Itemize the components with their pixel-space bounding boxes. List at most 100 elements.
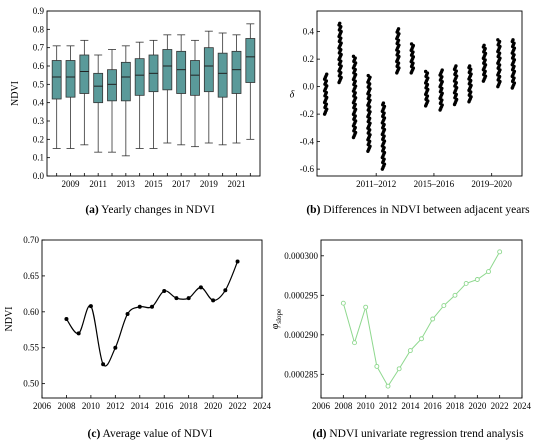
series-line xyxy=(342,251,501,388)
caption-c: (c) Average value of NDVI xyxy=(88,428,213,440)
box-2013 xyxy=(120,61,131,102)
box-2009 xyxy=(65,60,76,98)
data-point-2020 xyxy=(474,277,480,282)
x-tick-label: 2016 xyxy=(424,401,443,411)
y-tick-label: 0.8 xyxy=(33,24,45,34)
box-2010 xyxy=(79,54,90,94)
plot-frame-d xyxy=(320,239,523,399)
y-tick-label: 0.4 xyxy=(303,27,315,37)
data-point-2008 xyxy=(340,300,346,306)
data-point-2016 xyxy=(430,316,436,322)
x-tick-label: 2017 xyxy=(172,179,191,189)
strip-2014–2015 xyxy=(409,42,416,75)
data-point-2015 xyxy=(150,304,154,309)
y-axis-label: NDVI xyxy=(4,307,15,332)
x-tick-label: 2006 xyxy=(312,401,331,411)
y-axis-label: δ xyxy=(290,90,295,101)
strip-2015–2016 xyxy=(423,69,430,108)
data-point-2013 xyxy=(125,311,130,316)
data-point xyxy=(454,64,458,68)
y-tick-label: 0.1 xyxy=(33,153,44,163)
strip-2010–2011 xyxy=(351,54,358,140)
data-point xyxy=(396,27,401,31)
strip-2012–2013 xyxy=(380,101,387,171)
plot-frame-c xyxy=(41,239,263,399)
data-point-2010 xyxy=(88,304,93,309)
data-point xyxy=(381,101,386,105)
data-point-2022 xyxy=(497,249,503,255)
x-tick-label: 2011–2012 xyxy=(356,179,396,189)
y-tick-label: 0.000290 xyxy=(284,330,318,340)
strip-2016–2017 xyxy=(438,68,444,112)
x-tick-label: 2019–2020 xyxy=(471,179,512,189)
x-tick-label: 2015–2016 xyxy=(414,179,455,189)
x-tick-label: 2012 xyxy=(379,401,397,411)
data-point xyxy=(496,38,500,42)
y-tick-label: 0.50 xyxy=(23,379,39,389)
y-tick-label: 0.4 xyxy=(33,98,45,108)
strip-2013–2014 xyxy=(395,27,401,75)
x-tick-label: 2020 xyxy=(204,401,223,411)
data-point xyxy=(338,21,342,26)
data-point-2010 xyxy=(363,304,369,310)
data-point xyxy=(409,42,414,46)
box-2011 xyxy=(93,72,104,104)
plot-frame-b xyxy=(316,10,523,177)
y-tick-label: -0.6 xyxy=(300,164,315,174)
series-line xyxy=(65,261,239,367)
chart-d: 0.000285 0.000290 0.000295 0.000300 2006 2008… xyxy=(270,239,532,440)
x-tick-label: 2015 xyxy=(145,179,164,189)
data-point xyxy=(511,38,515,42)
box-2019 xyxy=(203,47,214,93)
y-tick-label: 0.3 xyxy=(33,116,45,126)
x-tick-label: 2016 xyxy=(155,401,174,411)
data-point-2019 xyxy=(463,281,469,286)
data-point xyxy=(467,64,472,68)
y-tick-label: 0.0 xyxy=(33,171,45,181)
x-tick-label: 2020 xyxy=(468,401,487,411)
x-tick-label: 2008 xyxy=(57,401,76,411)
y-tick-label: 0.2 xyxy=(33,134,44,144)
box-2016 xyxy=(162,49,173,91)
data-point-2021 xyxy=(486,269,491,275)
box-2017 xyxy=(176,50,187,94)
chart-c: 0.50 0.55 0.60 0.65 0.70 2006 2008 2010 2012 2014… xyxy=(4,235,272,440)
data-point-2013 xyxy=(396,366,402,372)
data-point-2018 xyxy=(452,292,458,298)
y-tick-label: 0.000295 xyxy=(284,290,318,300)
data-point xyxy=(366,73,370,78)
data-point xyxy=(325,72,329,76)
chart-b: -0.6 -0.4 -0.2 0.0 0.2 0.4 2011–2012 2015–2016 2… xyxy=(290,10,530,216)
strip-2008–2009 xyxy=(322,72,329,116)
data-point-2011 xyxy=(101,362,106,367)
strip-2009–2010 xyxy=(337,21,343,85)
caption-d: (d) NDVI univariate regression trend ana… xyxy=(312,428,524,440)
box-2008 xyxy=(51,60,62,100)
y-tick-label: 0.70 xyxy=(23,235,39,245)
y-tick-label: 0.7 xyxy=(33,43,45,53)
data-point-2014 xyxy=(407,348,413,354)
strip-2017–2018 xyxy=(452,64,459,107)
strip-2020–2021 xyxy=(496,38,502,89)
data-point-2022 xyxy=(235,259,240,264)
y-tick-label: 0.2 xyxy=(303,54,314,64)
data-point-2009 xyxy=(352,340,357,346)
x-tick-label: 2011 xyxy=(89,179,107,189)
y-tick-label: 0.000285 xyxy=(284,369,318,379)
data-point xyxy=(423,69,428,74)
y-axis-label: NDVI xyxy=(10,81,21,106)
y-tick-label: -0.2 xyxy=(300,109,314,119)
data-point-2017 xyxy=(174,296,179,301)
x-tick-label: 2019 xyxy=(200,179,219,189)
x-tick-label: 2006 xyxy=(33,401,52,411)
x-tick-label: 2022 xyxy=(229,401,247,411)
x-tick-label: 2010 xyxy=(82,401,101,411)
data-point xyxy=(440,68,444,72)
caption-b: (b) Differences in NDVI between adjacent… xyxy=(306,204,530,216)
data-point-2020 xyxy=(211,298,216,303)
y-tick-label: 0.5 xyxy=(33,79,45,89)
box-2012 xyxy=(107,69,117,102)
data-point-2016 xyxy=(162,288,167,293)
data-point-2008 xyxy=(64,317,69,321)
